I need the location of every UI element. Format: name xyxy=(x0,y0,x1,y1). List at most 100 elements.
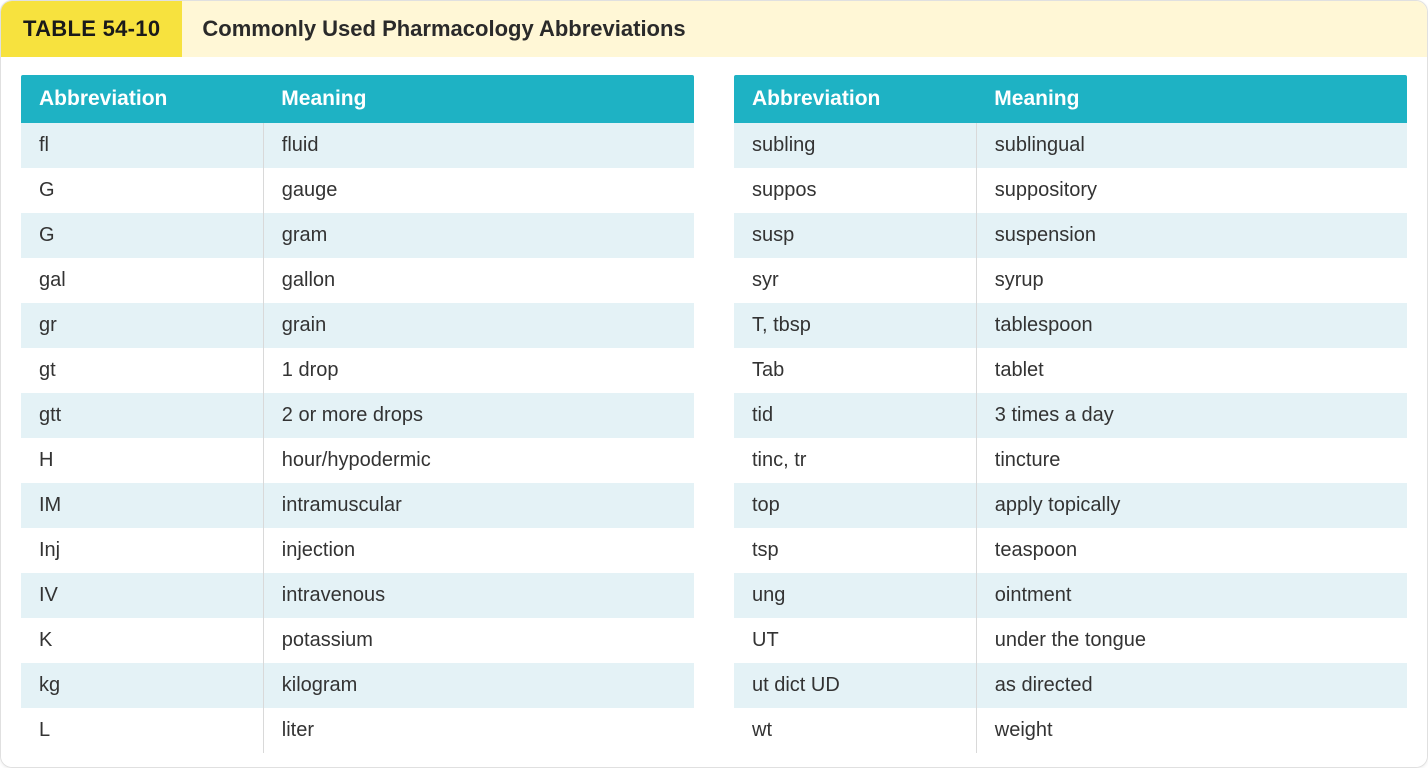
table-row: gt1 drop xyxy=(21,348,694,393)
meaning-cell: 2 or more drops xyxy=(263,393,694,438)
table-row: Ggauge xyxy=(21,168,694,213)
meaning-cell: fluid xyxy=(263,123,694,168)
abbr-cell: gtt xyxy=(21,393,263,438)
abbr-cell: gal xyxy=(21,258,263,303)
abbr-cell: K xyxy=(21,618,263,663)
abbr-cell: syr xyxy=(734,258,976,303)
meaning-cell: tablet xyxy=(976,348,1407,393)
left-table: Abbreviation Meaning flfluidGgaugeGgramg… xyxy=(21,75,694,753)
abbr-cell: subling xyxy=(734,123,976,168)
left-column: Abbreviation Meaning flfluidGgaugeGgramg… xyxy=(21,57,694,753)
meaning-cell: liter xyxy=(263,708,694,753)
abbr-cell: T, tbsp xyxy=(734,303,976,348)
abbr-cell: tid xyxy=(734,393,976,438)
meaning-cell: under the tongue xyxy=(976,618,1407,663)
table-row: sublingsublingual xyxy=(734,123,1407,168)
meaning-cell: intravenous xyxy=(263,573,694,618)
table-row: Lliter xyxy=(21,708,694,753)
table-row: Ggram xyxy=(21,213,694,258)
meaning-cell: injection xyxy=(263,528,694,573)
abbr-cell: kg xyxy=(21,663,263,708)
meaning-cell: syrup xyxy=(976,258,1407,303)
table-row: Kpotassium xyxy=(21,618,694,663)
table-row: IVintravenous xyxy=(21,573,694,618)
meaning-cell: tincture xyxy=(976,438,1407,483)
table-row: gtt2 or more drops xyxy=(21,393,694,438)
table-row: flfluid xyxy=(21,123,694,168)
meaning-cell: intramuscular xyxy=(263,483,694,528)
right-tbody: sublingsublingualsuppossuppositorysuspsu… xyxy=(734,123,1407,753)
abbr-cell: Inj xyxy=(21,528,263,573)
abbr-cell: G xyxy=(21,168,263,213)
abbr-cell: G xyxy=(21,213,263,258)
table-row: galgallon xyxy=(21,258,694,303)
table-row: ut dict UDas directed xyxy=(734,663,1407,708)
table-row: tinc, trtincture xyxy=(734,438,1407,483)
table-row: ungointment xyxy=(734,573,1407,618)
right-table: Abbreviation Meaning sublingsublingualsu… xyxy=(734,75,1407,753)
meaning-cell: gallon xyxy=(263,258,694,303)
table-row: Injinjection xyxy=(21,528,694,573)
meaning-cell: weight xyxy=(976,708,1407,753)
abbr-cell: H xyxy=(21,438,263,483)
abbr-cell: susp xyxy=(734,213,976,258)
meaning-cell: tablespoon xyxy=(976,303,1407,348)
pharmacology-table: TABLE 54-10 Commonly Used Pharmacology A… xyxy=(0,0,1428,768)
table-row: suppossuppository xyxy=(734,168,1407,213)
table-row: IMintramuscular xyxy=(21,483,694,528)
table-row: topapply topically xyxy=(734,483,1407,528)
table-row: tid3 times a day xyxy=(734,393,1407,438)
table-row: syrsyrup xyxy=(734,258,1407,303)
header-abbreviation: Abbreviation xyxy=(21,75,263,123)
header-row: Abbreviation Meaning xyxy=(734,75,1407,123)
header-abbreviation: Abbreviation xyxy=(734,75,976,123)
meaning-cell: hour/hypodermic xyxy=(263,438,694,483)
abbr-cell: tinc, tr xyxy=(734,438,976,483)
table-row: UTunder the tongue xyxy=(734,618,1407,663)
left-tbody: flfluidGgaugeGgramgalgallongrgraingt1 dr… xyxy=(21,123,694,753)
abbr-cell: IV xyxy=(21,573,263,618)
meaning-cell: kilogram xyxy=(263,663,694,708)
abbr-cell: Tab xyxy=(734,348,976,393)
table-row: Hhour/hypodermic xyxy=(21,438,694,483)
table-row: T, tbsptablespoon xyxy=(734,303,1407,348)
meaning-cell: suppository xyxy=(976,168,1407,213)
table-number-tab: TABLE 54-10 xyxy=(1,1,182,57)
abbr-cell: top xyxy=(734,483,976,528)
title-bar: TABLE 54-10 Commonly Used Pharmacology A… xyxy=(1,1,1427,57)
meaning-cell: 1 drop xyxy=(263,348,694,393)
abbr-cell: gt xyxy=(21,348,263,393)
meaning-cell: gauge xyxy=(263,168,694,213)
abbr-cell: UT xyxy=(734,618,976,663)
abbr-cell: tsp xyxy=(734,528,976,573)
table-row: kgkilogram xyxy=(21,663,694,708)
header-meaning: Meaning xyxy=(976,75,1407,123)
table-row: suspsuspension xyxy=(734,213,1407,258)
table-row: Tabtablet xyxy=(734,348,1407,393)
header-row: Abbreviation Meaning xyxy=(21,75,694,123)
meaning-cell: ointment xyxy=(976,573,1407,618)
header-meaning: Meaning xyxy=(263,75,694,123)
abbr-cell: gr xyxy=(21,303,263,348)
abbr-cell: ut dict UD xyxy=(734,663,976,708)
abbr-cell: wt xyxy=(734,708,976,753)
meaning-cell: as directed xyxy=(976,663,1407,708)
meaning-cell: grain xyxy=(263,303,694,348)
meaning-cell: 3 times a day xyxy=(976,393,1407,438)
meaning-cell: teaspoon xyxy=(976,528,1407,573)
meaning-cell: apply topically xyxy=(976,483,1407,528)
abbr-cell: fl xyxy=(21,123,263,168)
abbr-cell: ung xyxy=(734,573,976,618)
abbr-cell: IM xyxy=(21,483,263,528)
right-column: Abbreviation Meaning sublingsublingualsu… xyxy=(734,57,1407,753)
meaning-cell: gram xyxy=(263,213,694,258)
meaning-cell: suspension xyxy=(976,213,1407,258)
table-row: tspteaspoon xyxy=(734,528,1407,573)
abbr-cell: suppos xyxy=(734,168,976,213)
meaning-cell: potassium xyxy=(263,618,694,663)
meaning-cell: sublingual xyxy=(976,123,1407,168)
abbr-cell: L xyxy=(21,708,263,753)
table-title: Commonly Used Pharmacology Abbreviations xyxy=(182,1,1427,57)
table-row: wtweight xyxy=(734,708,1407,753)
table-row: grgrain xyxy=(21,303,694,348)
